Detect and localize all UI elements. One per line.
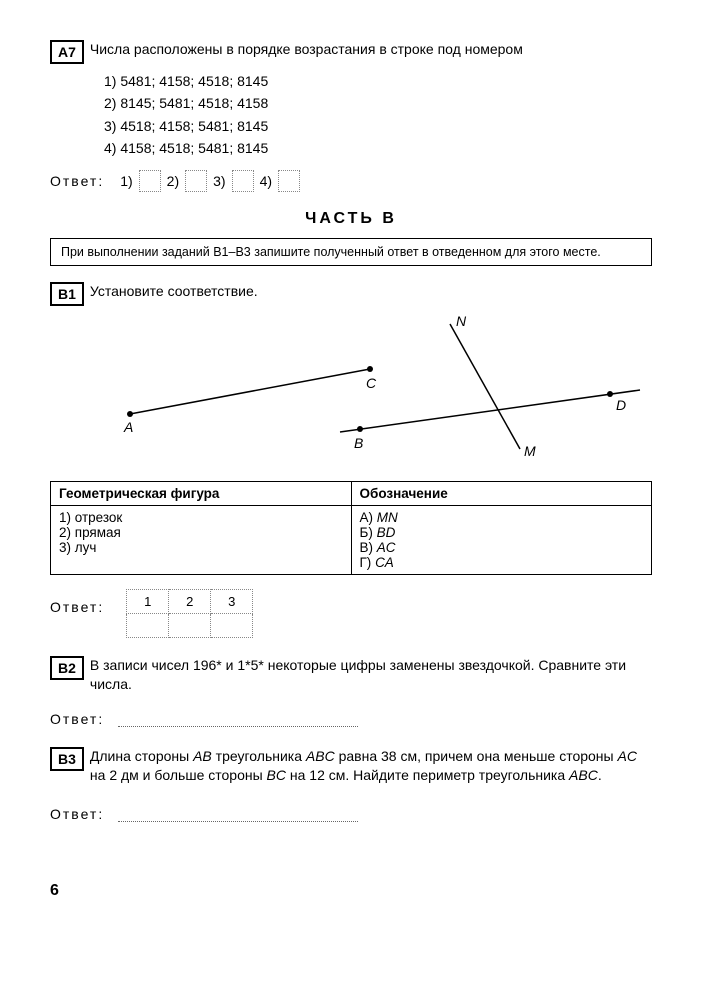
task-b2: В2 В записи чисел 196* и 1*5* некоторые … (50, 656, 652, 695)
right-b: Б) BD (360, 525, 644, 540)
a7-option-2: 2) 8145; 5481; 4518; 4158 (104, 92, 652, 114)
answer-label: Ответ: (50, 806, 104, 822)
point-b-label: B (354, 435, 363, 451)
col2-header: Обозначение (351, 481, 652, 505)
page-number: 6 (50, 882, 652, 900)
task-a7-question: Числа расположены в порядке возрастания … (90, 40, 652, 60)
b2-answer-blank[interactable] (118, 713, 358, 727)
b3-answer-row: Ответ: (50, 806, 652, 822)
a7-option-3: 3) 4518; 4158; 5481; 8145 (104, 115, 652, 137)
right-a: А) MN (360, 510, 644, 525)
task-b3-label: В3 (50, 747, 84, 771)
a7-num-1: 1) (120, 173, 132, 189)
part-b-title: ЧАСТЬ В (50, 210, 652, 228)
right-c: В) AC (360, 540, 644, 555)
a7-num-4: 4) (260, 173, 272, 189)
a7-answer-box-1[interactable] (139, 170, 161, 192)
b1-grid-a2[interactable] (169, 613, 211, 637)
b1-grid-a3[interactable] (211, 613, 253, 637)
a7-option-4: 4) 4158; 4518; 5481; 8145 (104, 137, 652, 159)
a7-answer-box-2[interactable] (185, 170, 207, 192)
answer-label: Ответ: (50, 711, 104, 727)
point-d-label: D (616, 397, 626, 413)
task-b3-question: Длина стороны AB треугольника ABC равна … (90, 747, 652, 786)
point-c-label: C (366, 375, 377, 391)
right-d: Г) CA (360, 555, 644, 570)
b1-grid-h3: 3 (211, 589, 253, 613)
a7-answer-box-3[interactable] (232, 170, 254, 192)
left-1: 1) отрезок (59, 510, 343, 525)
b1-diagram: A C B D N M (90, 314, 652, 467)
part-b-instruction: При выполнении заданий В1–В3 запишите по… (50, 238, 652, 266)
a7-num-3: 3) (213, 173, 225, 189)
a7-option-1: 1) 5481; 4158; 4518; 8145 (104, 70, 652, 92)
a7-num-2: 2) (167, 173, 179, 189)
answer-label: Ответ: (50, 599, 104, 615)
right-cell: А) MN Б) BD В) AC Г) CA (351, 505, 652, 574)
task-a7-label: А7 (50, 40, 84, 64)
answer-label: Ответ: (50, 173, 104, 189)
a7-options: 1) 5481; 4158; 4518; 8145 2) 8145; 5481;… (104, 70, 652, 160)
b3-answer-blank[interactable] (118, 808, 358, 822)
task-b1-question: Установите соответствие. (90, 282, 652, 302)
task-b1: В1 Установите соответствие. (50, 282, 652, 306)
left-3: 3) луч (59, 540, 343, 555)
a7-answer-box-4[interactable] (278, 170, 300, 192)
b2-answer-row: Ответ: (50, 711, 652, 727)
col1-header: Геометрическая фигура (51, 481, 352, 505)
geometry-diagram: A C B D N M (90, 314, 650, 464)
task-b1-label: В1 (50, 282, 84, 306)
task-a7: А7 Числа расположены в порядке возрастан… (50, 40, 652, 64)
task-b3: В3 Длина стороны AB треугольника ABC рав… (50, 747, 652, 786)
b1-grid-h2: 2 (169, 589, 211, 613)
point-m-label: M (524, 443, 536, 459)
point-a-label: A (123, 419, 133, 435)
a7-answer-row: Ответ: 1) 2) 3) 4) (50, 170, 652, 192)
b1-answer-grid: 1 2 3 (126, 589, 253, 638)
b1-grid-a1[interactable] (127, 613, 169, 637)
b1-match-table: Геометрическая фигура Обозначение 1) отр… (50, 481, 652, 575)
task-b2-question: В записи чисел 196* и 1*5* некоторые циф… (90, 656, 652, 695)
task-b2-label: В2 (50, 656, 84, 680)
b1-answer-row: Ответ: 1 2 3 (50, 589, 652, 638)
b1-grid-h1: 1 (127, 589, 169, 613)
point-n-label: N (456, 314, 467, 329)
left-2: 2) прямая (59, 525, 343, 540)
left-cell: 1) отрезок 2) прямая 3) луч (51, 505, 352, 574)
